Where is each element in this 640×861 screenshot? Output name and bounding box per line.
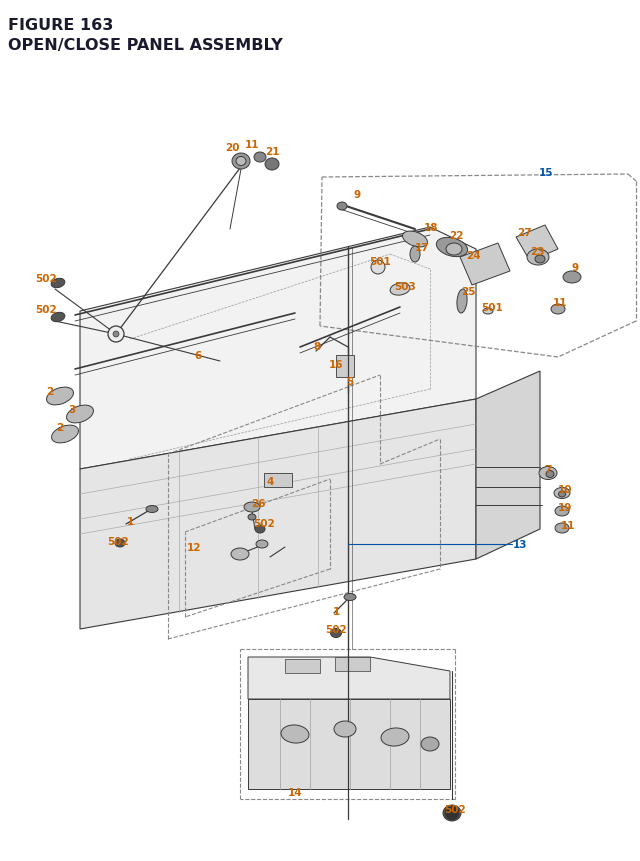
Ellipse shape <box>563 272 581 283</box>
Text: 5: 5 <box>346 376 354 387</box>
Bar <box>264 474 292 487</box>
Ellipse shape <box>265 158 279 170</box>
Text: 16: 16 <box>329 360 343 369</box>
Ellipse shape <box>344 594 356 601</box>
Polygon shape <box>460 244 510 286</box>
Text: 19: 19 <box>558 503 572 512</box>
Text: 22: 22 <box>449 231 463 241</box>
Text: 6: 6 <box>195 350 202 361</box>
Text: 501: 501 <box>369 257 391 267</box>
Text: 502: 502 <box>444 804 466 814</box>
Ellipse shape <box>51 313 65 322</box>
Polygon shape <box>248 699 450 789</box>
Ellipse shape <box>483 308 493 314</box>
Text: 502: 502 <box>107 536 129 547</box>
Ellipse shape <box>555 523 569 533</box>
Polygon shape <box>80 228 476 469</box>
Text: OPEN/CLOSE PANEL ASSEMBLY: OPEN/CLOSE PANEL ASSEMBLY <box>8 38 283 53</box>
Text: 26: 26 <box>251 499 265 508</box>
Ellipse shape <box>555 506 569 517</box>
Circle shape <box>113 331 119 338</box>
Text: 11: 11 <box>561 520 575 530</box>
Text: 502: 502 <box>35 305 57 314</box>
Ellipse shape <box>443 805 461 821</box>
Ellipse shape <box>554 488 570 499</box>
Ellipse shape <box>232 154 250 170</box>
Text: 3: 3 <box>68 405 76 414</box>
Text: 9: 9 <box>572 263 579 273</box>
Text: 24: 24 <box>466 251 480 261</box>
Text: 8: 8 <box>314 342 321 351</box>
Ellipse shape <box>381 728 409 746</box>
Ellipse shape <box>559 492 566 498</box>
Ellipse shape <box>244 503 260 512</box>
Text: FIGURE 163: FIGURE 163 <box>8 18 113 33</box>
Text: 10: 10 <box>557 485 572 494</box>
Ellipse shape <box>256 541 268 548</box>
Text: 1: 1 <box>332 606 340 616</box>
Text: 11: 11 <box>553 298 567 307</box>
Text: 9: 9 <box>353 189 360 200</box>
Text: 21: 21 <box>265 147 279 157</box>
Circle shape <box>371 261 385 275</box>
Ellipse shape <box>330 629 342 638</box>
Bar <box>285 660 320 673</box>
Ellipse shape <box>47 387 74 406</box>
Text: 503: 503 <box>394 282 416 292</box>
Text: 11: 11 <box>244 139 259 150</box>
Ellipse shape <box>457 289 467 313</box>
Bar <box>336 356 354 378</box>
Circle shape <box>445 806 459 820</box>
Ellipse shape <box>535 256 545 263</box>
Ellipse shape <box>436 238 468 257</box>
Text: 2: 2 <box>56 423 63 432</box>
Ellipse shape <box>281 725 309 743</box>
Text: 13: 13 <box>513 539 527 549</box>
Ellipse shape <box>115 539 125 548</box>
Ellipse shape <box>551 305 565 314</box>
Polygon shape <box>80 400 476 629</box>
Ellipse shape <box>539 467 557 480</box>
Text: 17: 17 <box>415 243 429 253</box>
Ellipse shape <box>410 247 420 263</box>
Text: 502: 502 <box>325 624 347 635</box>
Ellipse shape <box>421 737 439 751</box>
Text: 2: 2 <box>46 387 54 397</box>
Text: 15: 15 <box>539 168 553 177</box>
Ellipse shape <box>337 202 347 211</box>
Ellipse shape <box>248 514 256 520</box>
Ellipse shape <box>231 548 249 561</box>
Polygon shape <box>248 657 450 699</box>
Polygon shape <box>476 372 540 560</box>
Text: 7: 7 <box>544 464 552 474</box>
Ellipse shape <box>334 722 356 737</box>
Text: 14: 14 <box>288 787 302 797</box>
Ellipse shape <box>255 525 265 533</box>
Ellipse shape <box>67 406 93 424</box>
Ellipse shape <box>546 471 554 478</box>
Text: 25: 25 <box>461 287 476 297</box>
Text: 502: 502 <box>35 274 57 283</box>
Text: 27: 27 <box>516 228 531 238</box>
Circle shape <box>108 326 124 343</box>
Ellipse shape <box>254 152 266 163</box>
Text: 20: 20 <box>225 143 239 152</box>
Bar <box>335 657 370 672</box>
Ellipse shape <box>446 244 462 256</box>
Ellipse shape <box>236 158 246 166</box>
Text: 4: 4 <box>266 476 274 486</box>
Text: 501: 501 <box>481 303 503 313</box>
Text: 502: 502 <box>253 518 275 529</box>
Text: 18: 18 <box>424 223 438 232</box>
Ellipse shape <box>390 283 410 296</box>
Text: 12: 12 <box>187 542 201 553</box>
Ellipse shape <box>403 232 428 248</box>
Ellipse shape <box>146 506 158 513</box>
Ellipse shape <box>527 250 549 266</box>
Text: 1: 1 <box>126 517 134 526</box>
Ellipse shape <box>51 279 65 288</box>
Polygon shape <box>516 226 558 262</box>
Ellipse shape <box>52 425 79 443</box>
Text: 23: 23 <box>530 247 544 257</box>
